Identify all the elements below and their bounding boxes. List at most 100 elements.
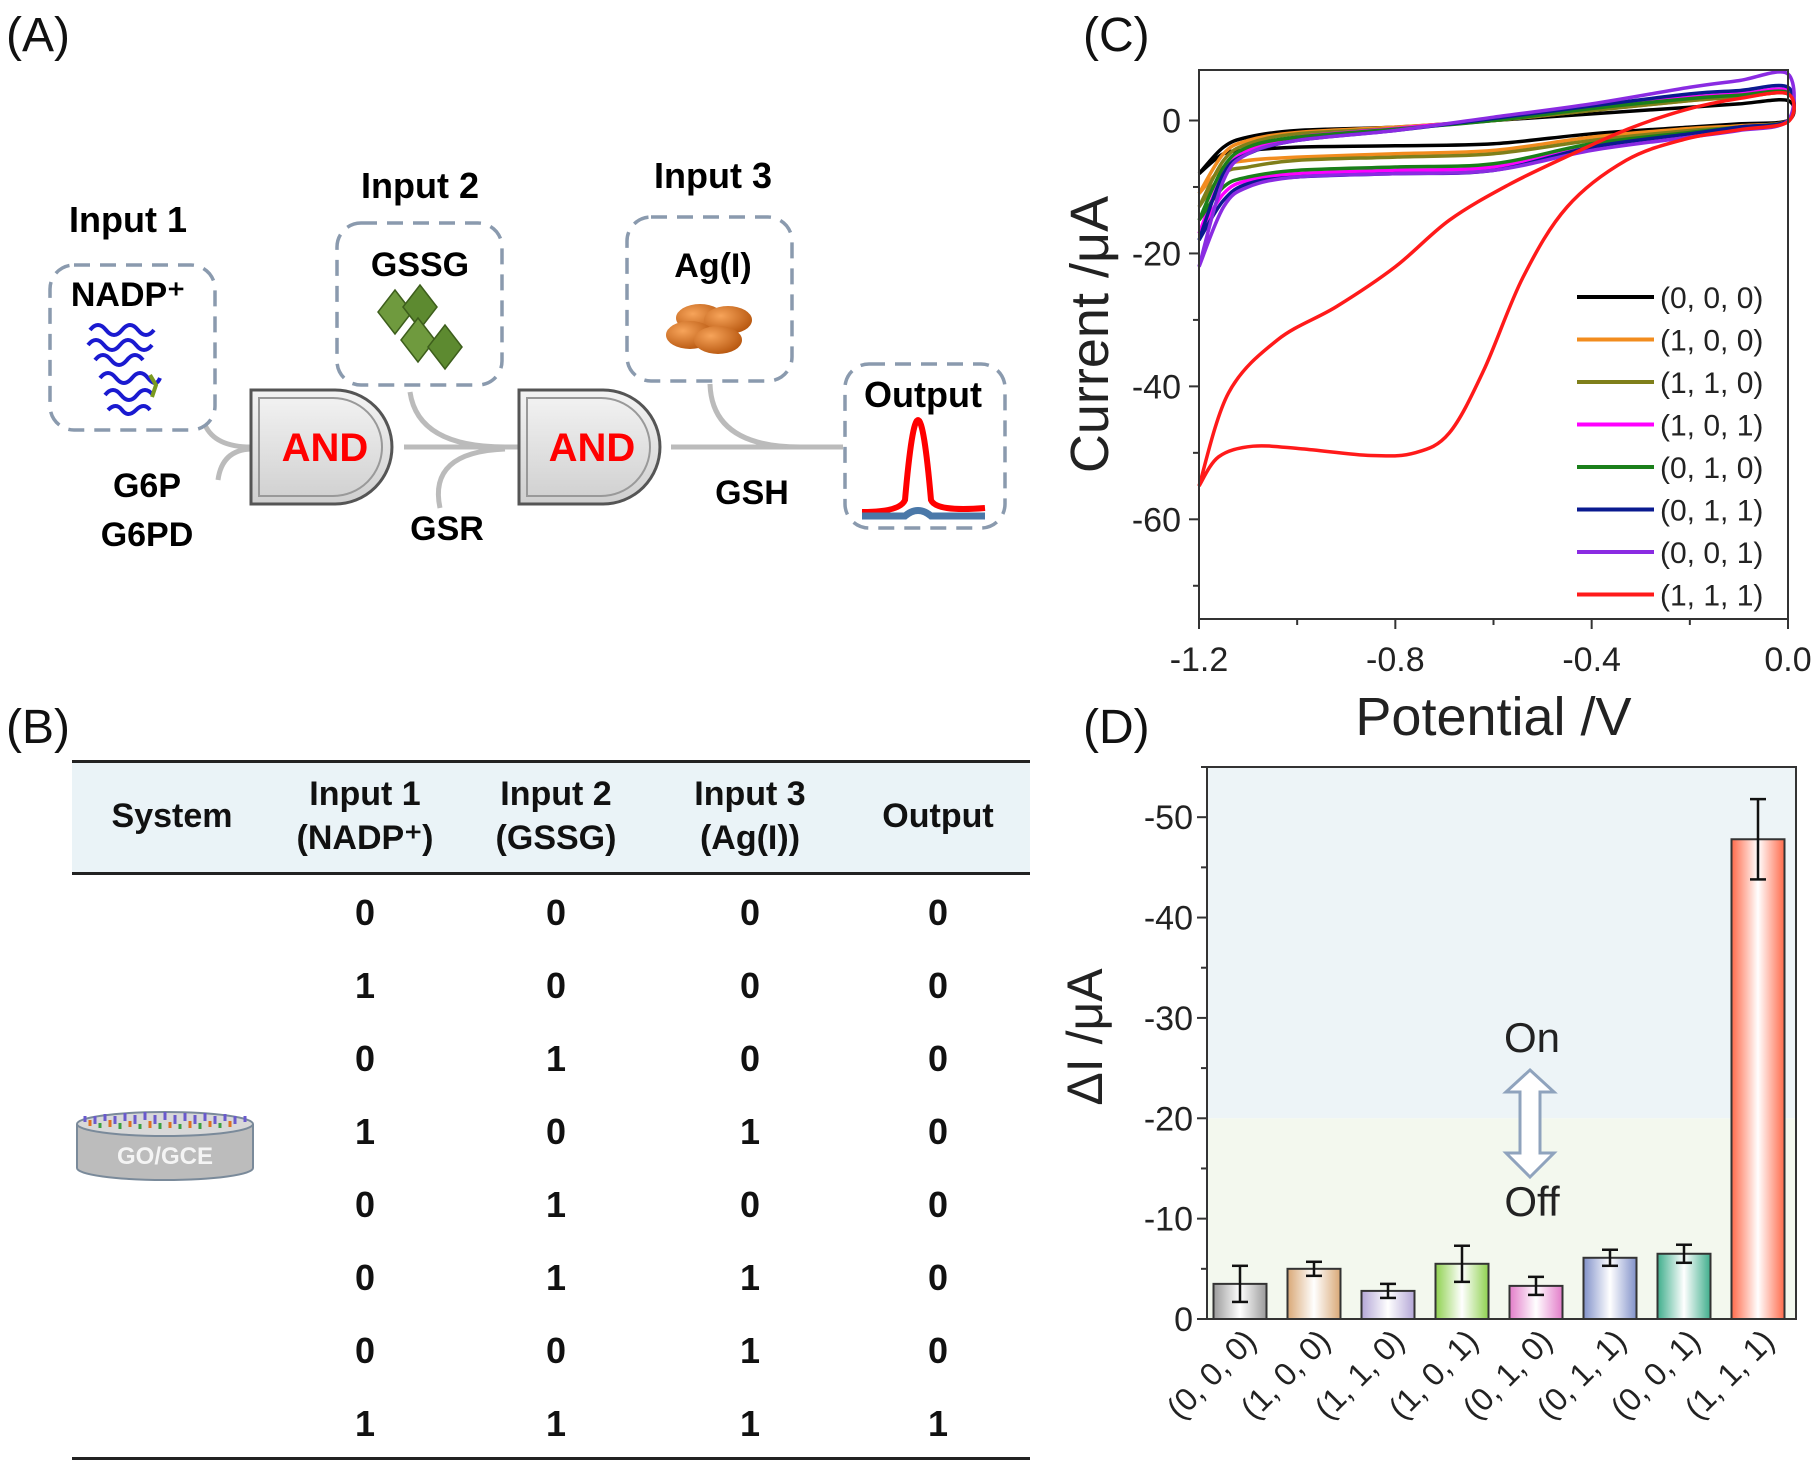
truth-table: System Input 1 (NADP⁺) Input 2 (GSSG) Input 3… (72, 760, 1030, 1460)
connector-lines (202, 383, 843, 509)
column-header: System (112, 794, 233, 838)
column-header: Input 3 (Ag(I)) (694, 772, 805, 860)
bar (1582, 1256, 1638, 1321)
y-axis-label: ΔI /μA (1060, 968, 1113, 1106)
table-top-rule (72, 760, 1030, 763)
bar-chart: (0, 0, 0)(1, 0, 0)(1, 1, 0)(1, 0, 1)(0, … (1060, 766, 1797, 1426)
column-header-line2: (Ag(I)) (699, 819, 801, 857)
y-tick-label: -40 (1132, 368, 1181, 406)
panel-label-a: (A) (6, 9, 70, 62)
table-cell: 0 (739, 965, 761, 1006)
x-tick-label: -0.8 (1366, 641, 1425, 679)
table-cell: 1 (545, 1038, 567, 1079)
cv-chart: 0 -20 -40 -60 -1.2 -0.8 -0.4 0.0 Potential /V Cur… (1060, 69, 1812, 740)
table-bottom-rule (72, 1457, 1030, 1460)
legend-entry: (0, 1, 1) (1660, 495, 1763, 528)
logic-gate-diagram: Input 1 Input 2 Input 3 NADP⁺ GSSG Ag(I)… (48, 155, 1007, 554)
table-cell: 1 (739, 1330, 761, 1371)
panel-label-d: (D) (1083, 701, 1150, 754)
reagent-g6pd: G6PD (101, 516, 194, 554)
input3-species: Ag(I) (674, 247, 751, 285)
column-header-line1: System (111, 797, 233, 835)
on-label: On (1504, 1014, 1560, 1061)
column-header: Output (882, 794, 993, 838)
y-tick-label: -10 (1144, 1201, 1193, 1239)
x-tick-label: -1.2 (1170, 641, 1229, 679)
table-cell: 0 (545, 1111, 567, 1152)
table-cell: 0 (354, 1330, 376, 1371)
electrode-label: GO/GCE (117, 1143, 213, 1170)
table-cell: 0 (927, 1330, 949, 1371)
x-tick-label: -0.4 (1562, 641, 1621, 679)
input1-box (48, 263, 217, 432)
table-cell: 0 (545, 965, 567, 1006)
plot-frame (1206, 766, 1797, 1320)
gate2-label: AND (549, 426, 636, 470)
table-cell: 1 (927, 1403, 949, 1444)
table-cell: 0 (739, 1038, 761, 1079)
column-header-line1: Input 1 (309, 775, 421, 813)
legend-entry: (0, 0, 1) (1660, 537, 1763, 570)
column-header-line1: Output (882, 797, 994, 835)
table-header-rule (72, 872, 1030, 875)
x-axis-label: Potential /V (1355, 687, 1631, 740)
intermediate-gsh: GSH (715, 474, 789, 512)
bar (1656, 1252, 1712, 1320)
input3-box (625, 215, 794, 383)
and-gate-2: AND (517, 388, 662, 506)
output-title: Output (864, 374, 982, 415)
input1-title: Input 1 (69, 199, 187, 240)
input2-species: GSSG (371, 246, 469, 284)
reagent-g6p: G6P (113, 467, 181, 505)
table-cell: 1 (354, 1111, 376, 1152)
silver-ion-particles-icon (666, 304, 752, 354)
table-cell: 0 (545, 1330, 567, 1371)
table-cell: 1 (545, 1257, 567, 1298)
output-box (843, 362, 1007, 530)
table-cell: 0 (927, 1038, 949, 1079)
legend-entry: (1, 1, 1) (1660, 580, 1763, 613)
legend-entry: (0, 0, 0) (1660, 282, 1763, 315)
y-tick-label: -60 (1132, 501, 1181, 539)
reagent-gsr: GSR (410, 510, 484, 548)
double-arrow-icon (1502, 1067, 1558, 1180)
y-tick-label: -20 (1132, 235, 1181, 273)
table-cell: 0 (739, 1184, 761, 1225)
panel-label-b: (B) (6, 701, 70, 754)
off-label: Off (1504, 1178, 1560, 1225)
table-cell: 0 (927, 965, 949, 1006)
on-region (1207, 767, 1796, 1119)
input2-box (335, 221, 504, 387)
column-header-line2: (GSSG) (495, 819, 617, 857)
bar (1730, 838, 1786, 1321)
input1-species: NADP⁺ (71, 276, 185, 314)
and-gate-1: AND (249, 388, 394, 506)
column-header-line2: (NADP⁺) (296, 819, 434, 857)
table-cell: 0 (739, 892, 761, 933)
table-cell: 0 (354, 1038, 376, 1079)
y-tick-label: 0 (1162, 103, 1181, 141)
panel-label-c: (C) (1083, 9, 1150, 62)
legend-entry: (1, 1, 0) (1660, 367, 1763, 400)
column-header: Input 1 (NADP⁺) (297, 772, 434, 860)
table-cell: 1 (545, 1403, 567, 1444)
y-tick-label: -40 (1144, 900, 1193, 938)
input3-title: Input 3 (654, 155, 772, 196)
table-cell: 0 (927, 1184, 949, 1225)
y-tick-label: -30 (1144, 1000, 1193, 1038)
y-axis-label: Current /μA (1060, 196, 1120, 473)
table-cell: 1 (354, 965, 376, 1006)
table-cell: 0 (927, 1111, 949, 1152)
table-cell: 1 (354, 1403, 376, 1444)
table-cell: 1 (739, 1257, 761, 1298)
column-header: Input 2 (GSSG) (496, 772, 617, 860)
table-cell: 0 (545, 892, 567, 933)
y-tick-label: -20 (1144, 1100, 1193, 1138)
output-peak-icon (861, 416, 986, 520)
table-cell: 1 (739, 1403, 761, 1444)
protein-structure-icon (86, 323, 162, 416)
legend-entry: (1, 0, 0) (1660, 325, 1763, 358)
table-cell: 0 (354, 1257, 376, 1298)
table-header-bg (72, 762, 1030, 873)
legend-entry: (0, 1, 0) (1660, 452, 1763, 485)
